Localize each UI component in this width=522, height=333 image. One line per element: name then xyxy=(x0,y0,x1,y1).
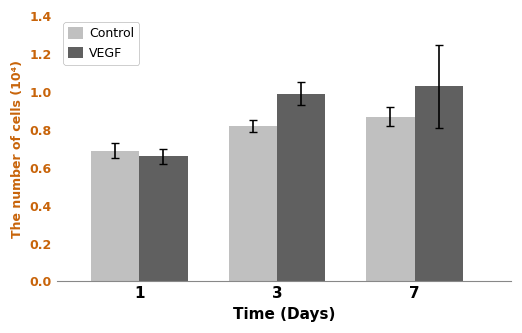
Bar xyxy=(91,151,139,281)
Bar xyxy=(139,157,187,281)
Bar xyxy=(277,94,325,281)
Y-axis label: The number of cells (10⁴): The number of cells (10⁴) xyxy=(11,60,24,238)
Bar xyxy=(366,117,414,281)
Legend: Control, VEGF: Control, VEGF xyxy=(63,22,139,65)
X-axis label: Time (Days): Time (Days) xyxy=(233,307,335,322)
Bar xyxy=(414,86,462,281)
Bar xyxy=(229,126,277,281)
